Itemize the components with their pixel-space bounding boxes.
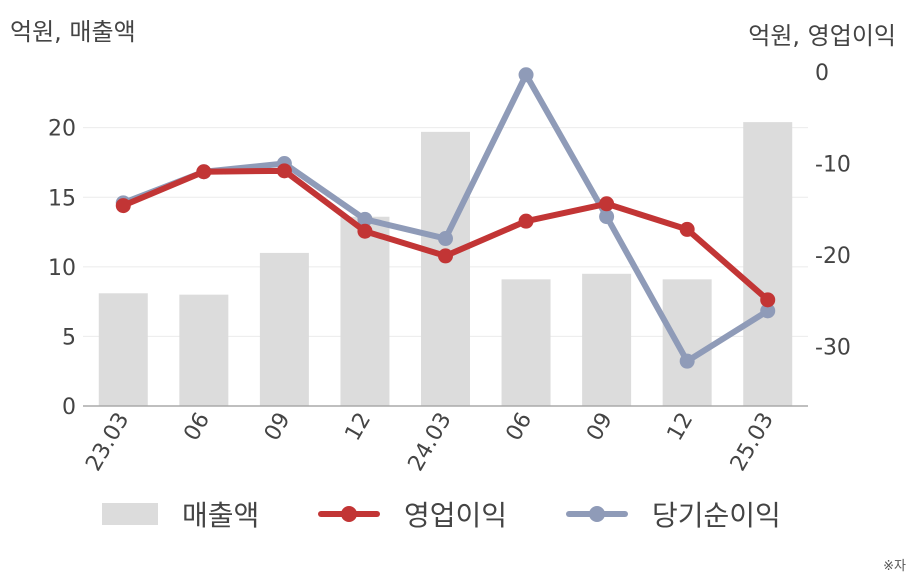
point-operating-profit bbox=[357, 223, 373, 239]
x-tick-label: 06 bbox=[502, 409, 538, 446]
x-tick-label: 09 bbox=[582, 409, 618, 446]
legend-swatch-revenue bbox=[102, 503, 158, 525]
legend-item-net-income: 당기순이익 bbox=[566, 494, 781, 534]
x-tick-label: 24.03 bbox=[404, 409, 457, 476]
point-operating-profit bbox=[115, 198, 131, 214]
y-right-tick-label: -10 bbox=[815, 153, 851, 178]
bar-revenue bbox=[501, 279, 551, 406]
point-net-income bbox=[599, 209, 615, 225]
legend-label-operating-profit: 영업이익 bbox=[404, 499, 508, 532]
point-net-income bbox=[760, 303, 776, 319]
y-axis-right-title: 억원, 영업이익 bbox=[748, 22, 896, 50]
point-net-income bbox=[679, 353, 695, 369]
y-left-tick-label: 5 bbox=[62, 325, 76, 350]
x-tick-label: 12 bbox=[340, 409, 376, 446]
legend-swatch-net-income bbox=[566, 503, 628, 525]
point-net-income bbox=[357, 211, 373, 227]
y-left-tick-label: 15 bbox=[48, 186, 76, 211]
point-operating-profit bbox=[599, 196, 615, 212]
point-operating-profit bbox=[196, 164, 212, 180]
point-net-income bbox=[518, 67, 534, 83]
legend-swatch-operating-profit bbox=[318, 503, 380, 525]
x-tick-label: 12 bbox=[663, 409, 699, 446]
bar-revenue bbox=[259, 252, 309, 406]
x-tick-label: 25.03 bbox=[726, 409, 779, 476]
x-tick-label: 06 bbox=[179, 409, 215, 446]
bar-revenue bbox=[179, 294, 229, 406]
legend-label-revenue: 매출액 bbox=[182, 499, 260, 532]
x-tick-label: 09 bbox=[260, 409, 296, 446]
y-axis-left-title: 억원, 매출액 bbox=[10, 18, 136, 46]
bar-revenue bbox=[421, 131, 470, 406]
legend: 매출액 영업이익 당기순이익 bbox=[0, 494, 908, 534]
legend-item-revenue: 매출액 bbox=[102, 494, 259, 534]
point-net-income bbox=[438, 231, 453, 247]
point-operating-profit bbox=[438, 248, 453, 264]
y-left-tick-label: 20 bbox=[48, 117, 76, 142]
legend-item-operating-profit: 영업이익 bbox=[318, 494, 507, 534]
y-right-tick-label: -30 bbox=[815, 336, 851, 361]
point-operating-profit bbox=[276, 163, 292, 179]
combo-chart: 0 5 10 15 20 0 -10 -20 -30 23.03 06 09 12 24.03 06 09 12… bbox=[48, 61, 851, 476]
y-left-tick-label: 0 bbox=[62, 395, 76, 420]
point-operating-profit bbox=[518, 213, 534, 229]
x-tick-label: 23.03 bbox=[81, 409, 134, 476]
y-left-tick-label: 10 bbox=[48, 256, 76, 281]
bar-revenue bbox=[743, 122, 793, 406]
bar-revenue bbox=[98, 293, 148, 406]
point-operating-profit bbox=[679, 221, 695, 237]
point-operating-profit bbox=[760, 292, 776, 308]
bar-revenue bbox=[662, 279, 712, 406]
y-right-tick-label: -20 bbox=[815, 244, 851, 269]
bar-revenue bbox=[582, 273, 632, 406]
legend-label-net-income: 당기순이익 bbox=[652, 499, 781, 532]
y-right-tick-label: 0 bbox=[815, 61, 829, 86]
bar-revenue bbox=[340, 216, 390, 406]
footnote: ※자 bbox=[883, 559, 906, 574]
